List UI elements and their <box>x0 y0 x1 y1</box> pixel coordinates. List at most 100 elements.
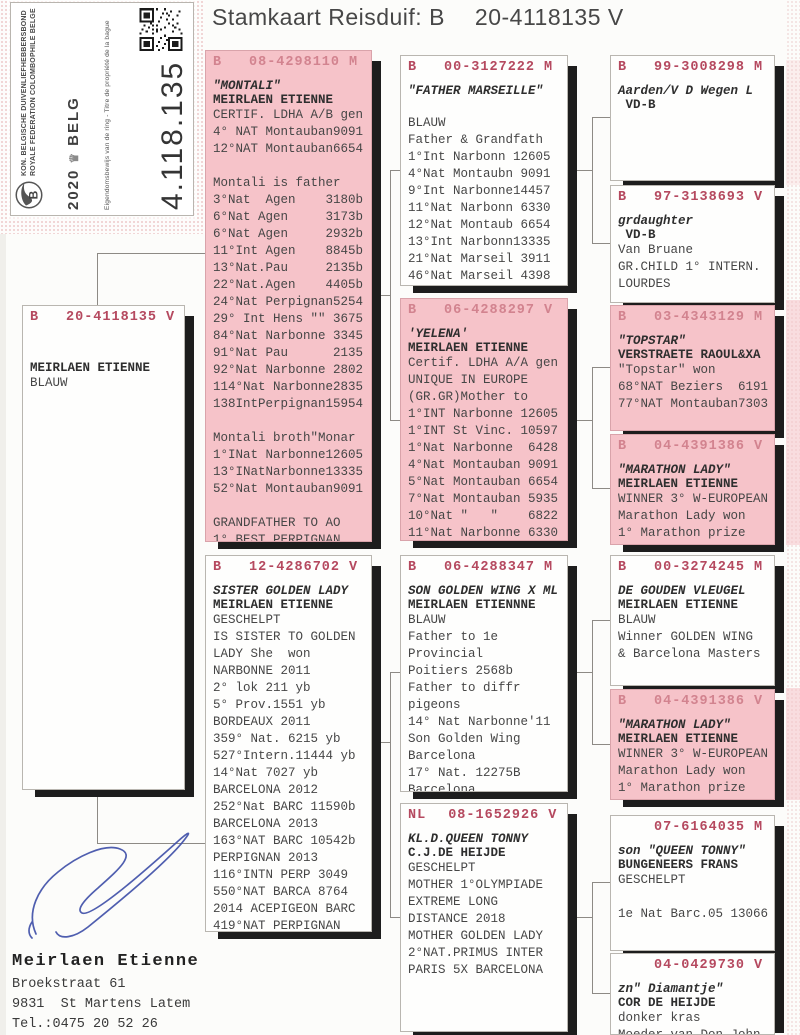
ring-sex: V <box>754 439 764 454</box>
pigeon-details: GESCHELPT 1e Nat Barc.05 13066 <box>618 873 769 921</box>
scan-pink-bleed <box>786 60 800 185</box>
ring-header: 07-6164035 M <box>618 820 767 835</box>
ring-number: 20-4118135 <box>66 310 158 325</box>
ring-header: B 00-3127222 M <box>408 60 560 75</box>
ring-sex: M <box>754 60 764 75</box>
ring-country: B <box>618 60 628 75</box>
ring-number: 07-6164035 <box>654 820 746 835</box>
ring-number: 12-4286702 <box>249 560 341 575</box>
connector-line <box>592 117 610 118</box>
ring-number: 03-4343129 <box>654 310 746 325</box>
sticker-ring-number: 4.118.135 <box>155 60 189 210</box>
pigeon-details: donker kras Moeder van Don John Mo 1e Bo… <box>618 1011 761 1035</box>
year-row: 2020 ♛ BELG <box>65 8 82 210</box>
ring-number: 97-3138693 <box>654 190 746 205</box>
ring-country <box>618 820 632 835</box>
connector-line <box>592 243 610 244</box>
ring-header: B 00-3274245 M <box>618 560 767 575</box>
ring-sticker-zone: B KON. BELGISCHE DUIVENLIEFHEBBERSBOND R… <box>0 0 205 234</box>
pedigree-box-son-queen-tonny: 07-6164035 M son "QUEEN TONNY" BUNGENEER… <box>610 815 775 951</box>
ring-sex: V <box>754 694 764 709</box>
signature <box>28 832 190 939</box>
connector-line <box>372 742 390 743</box>
connector-line <box>568 420 592 421</box>
owner-name: MEIRLAEN ETIENNE <box>213 598 334 612</box>
ring-sex: V <box>754 958 764 973</box>
scan-pink-bleed <box>786 688 800 800</box>
ring-sex: V <box>754 190 764 205</box>
ring-sex: M <box>349 55 359 70</box>
connector-line <box>592 993 610 994</box>
ring-sex: M <box>544 560 554 575</box>
pigeon-name: Aarden/V D Wegen L <box>618 84 754 98</box>
owner-name: MEIRLAEN ETIENNE <box>618 477 739 491</box>
connector-line <box>568 672 592 673</box>
ring-number: 08-1652926 <box>448 808 540 823</box>
ring-number: 06-4288347 <box>444 560 536 575</box>
connector-line <box>390 170 391 420</box>
ring-country: B <box>213 55 223 70</box>
pedigree-box-diamantje: 04-0429730 V zn" Diamantje" COR DE HEIJD… <box>610 953 775 1035</box>
connector-line <box>568 917 592 918</box>
owner-name: MEIRLAEN ETIENNNE <box>408 598 536 612</box>
ring-number: 04-0429730 <box>654 958 746 973</box>
pigeon-details: WINNER 3° W-EUROPEAN Marathon Lady won 1… <box>618 747 769 795</box>
owner-name: VD-B <box>618 228 656 242</box>
ring-country: B <box>618 439 628 454</box>
ring-header: B 06-4288347 M <box>408 560 560 575</box>
ring-header: NL 08-1652926 V <box>408 808 560 823</box>
ring-country: B <box>618 310 628 325</box>
pedigree-box-topstar: B 03-4343129 M "TOPSTAR" VERSTRAETE RAOU… <box>610 305 775 431</box>
owner-name: MEIRLAEN ETIENNE <box>618 732 739 746</box>
pedigree-box-yelena: B 06-4288297 V 'YELENA' MEIRLAEN ETIENNE… <box>400 298 568 541</box>
owner-name: VD-B <box>618 98 656 112</box>
pigeon-details: BLAUW Father & Grandfath 1°Int Narbonn 1… <box>408 116 551 283</box>
owner-name: MEIRLAEN ETIENNE <box>213 93 334 107</box>
ring-number: 08-4298110 <box>249 55 341 70</box>
ring-sex: M <box>544 60 554 75</box>
connector-line <box>592 882 610 883</box>
ring-number: 00-3127222 <box>444 60 536 75</box>
pedigree-box-grdaughter: B 97-3138693 V grdaughter VD-B Van Bruan… <box>610 185 775 303</box>
pedigree-box-marathon-lady-1: B 04-4391386 V "MARATHON LADY" MEIRLAEN … <box>610 434 775 545</box>
ring-header: B 04-4391386 V <box>618 694 767 709</box>
ring-country <box>618 958 632 973</box>
pigeon-name: DE GOUDEN VLEUGEL <box>618 584 746 598</box>
federation-row: B KON. BELGISCHE DUIVENLIEFHEBBERSBOND R… <box>14 8 44 210</box>
owner-name: MEIRLAEN ETIENNE <box>408 341 529 355</box>
owner-name: C.J.DE HEIJDE <box>408 846 506 860</box>
connector-line <box>390 420 400 421</box>
pigeon-name: SISTER GOLDEN LADY <box>213 584 349 598</box>
connector-line <box>390 672 391 917</box>
pedigree-box-son-golden-wing: B 06-4288347 M SON GOLDEN WING X ML MEIR… <box>400 555 568 792</box>
ring-header: B 99-3008298 M <box>618 60 767 75</box>
federation-name: KON. BELGISCHE DUIVENLIEFHEBBERSBOND ROY… <box>20 8 38 176</box>
pedigree-box-montali: B 08-4298110 M "MONTALI" MEIRLAEN ETIENN… <box>205 50 372 542</box>
ring-number: 00-3274245 <box>654 560 746 575</box>
connector-line <box>372 295 390 296</box>
crown-crest-icon: ♛ <box>66 150 81 164</box>
pigeon-name: SON GOLDEN WING X ML <box>408 584 559 598</box>
connector-line <box>390 170 400 171</box>
owner-name: COR DE HEIJDE <box>618 996 716 1010</box>
connector-line <box>592 620 593 744</box>
ring-country: B <box>618 560 628 575</box>
page-title-ring: 20-4118135 V <box>474 4 624 30</box>
ring-country: B <box>408 303 418 318</box>
owner-address-block: Meirlaen Etienne Broekstraat 61 9831 St … <box>12 952 199 1035</box>
connector-line <box>97 253 205 254</box>
ring-sex: M <box>754 820 764 835</box>
pigeon-name: "MARATHON LADY" <box>618 718 731 732</box>
owner-name: VERSTRAETE RAOUL&XA <box>618 348 761 362</box>
pigeon-details: GESCHELPT IS SISTER TO GOLDEN LADY She w… <box>213 613 356 932</box>
ring-header: 04-0429730 V <box>618 958 767 973</box>
pedigree-box-kl-d-queen-tonny: NL 08-1652926 V KL.D.QUEEN TONNY C.J.DE … <box>400 803 568 1032</box>
pedigree-box-sister-golden-lady: B 12-4286702 V SISTER GOLDEN LADY MEIRLA… <box>205 555 372 932</box>
pigeon-name: "TOPSTAR" <box>618 334 686 348</box>
connector-line <box>592 620 610 621</box>
ring-country: B <box>618 190 628 205</box>
connector-line <box>592 882 593 993</box>
ring-sex: V <box>349 560 359 575</box>
federation-bird-logo: B <box>15 181 43 209</box>
